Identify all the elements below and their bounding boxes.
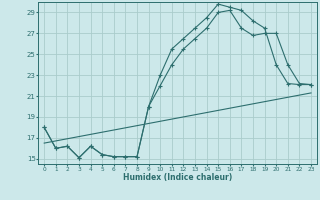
X-axis label: Humidex (Indice chaleur): Humidex (Indice chaleur) (123, 173, 232, 182)
